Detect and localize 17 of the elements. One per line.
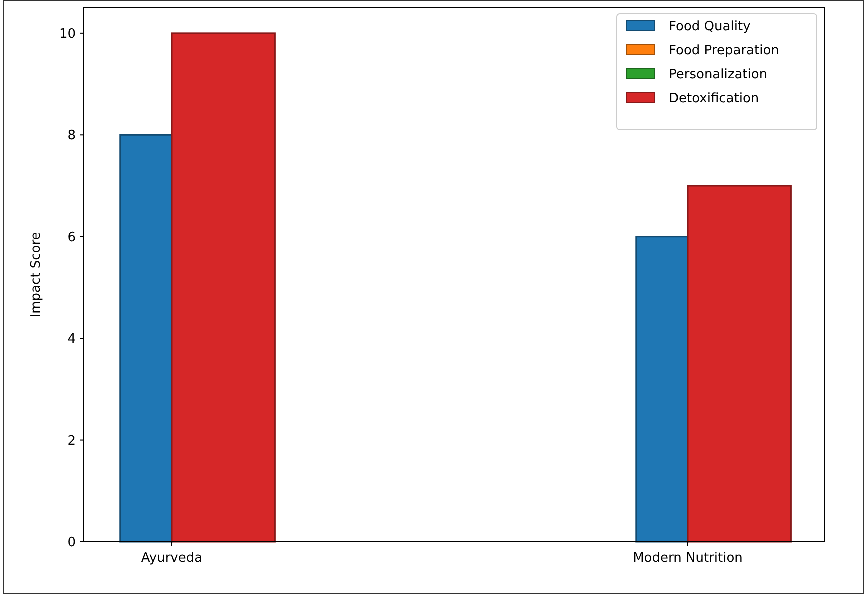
y-tick-label: 0 [68,536,76,551]
bar [120,134,173,543]
y-tick-label: 10 [59,26,76,42]
legend-label: Detoxification [669,92,760,107]
y-tick-label: 6 [68,230,76,246]
bar [687,185,792,543]
y-tick-label: 8 [68,128,76,144]
legend-label: Food Quality [669,20,752,35]
y-axis-title: Impact Score [29,232,44,318]
bar [171,32,276,543]
x-tick-label: Ayurveda [141,551,203,566]
y-tick-label: 2 [68,434,76,449]
y-tick-label: 4 [68,332,76,348]
bar [636,236,689,543]
legend-label: Food Preparation [669,44,780,59]
legend-label: Personalization [669,68,768,83]
x-tick-label: Modern Nutrition [633,551,743,566]
